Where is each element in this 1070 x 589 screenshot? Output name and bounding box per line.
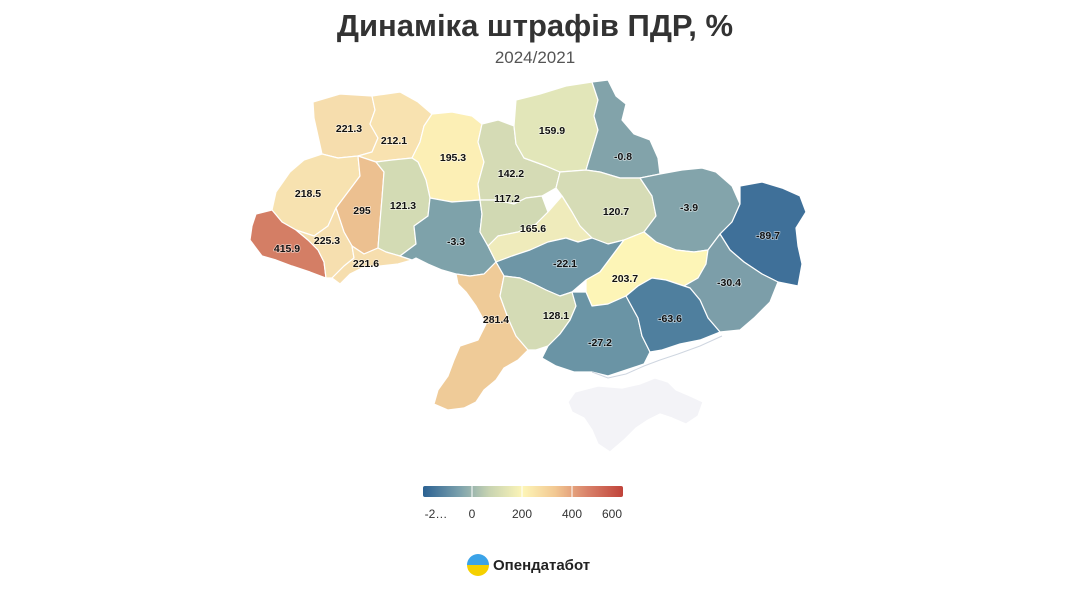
label-kyiv: 142.2 [498,168,524,180]
opendatabot-logo-icon [467,554,489,576]
label-kherson: -27.2 [588,337,612,349]
label-zakarpattia: 415.9 [274,243,300,255]
legend-tick: 200 [512,507,532,521]
legend-tick: 0 [469,507,476,521]
label-odesa: 281.4 [483,314,509,326]
legend-tick: 600 [602,507,622,521]
brand-footer: Опендатабот [467,554,590,576]
label-vinnytsia: -3.3 [447,236,465,248]
region-donetsk[interactable] [683,233,779,333]
region-crimea[interactable] [567,377,704,453]
label-kharkiv: -3.9 [680,202,698,214]
label-zhytomyr: 195.3 [440,152,466,164]
label-chernivtsi: 221.6 [353,258,379,270]
region-sumy[interactable] [585,79,661,179]
region-luhansk[interactable] [719,181,807,287]
label-ivano-frankivsk: 225.3 [314,235,340,247]
region-zaporizhzhia-south[interactable] [625,277,721,353]
label-khmelnytskyi: 121.3 [390,200,416,212]
label-luhansk: -89.7 [756,230,780,242]
label-chernihiv: 159.9 [539,125,565,137]
label-zaporizhzhia: 203.7 [612,273,638,285]
label-zaporizhzhia-south: -63.6 [658,313,682,325]
label-poltava: 120.7 [603,206,629,218]
coastline [591,335,723,379]
legend-bar [423,486,623,497]
label-ternopil: 295 [353,205,371,217]
label-sumy: -0.8 [614,151,632,163]
label-donetsk: -30.4 [717,277,741,289]
label-lviv: 218.5 [295,188,321,200]
label-cherkasy: 117.2 [494,193,520,205]
brand-name: Опендатабот [493,556,591,574]
page-subtitle: 2024/2021 [494,48,576,67]
label-rivne: 212.1 [381,135,407,147]
label-dnipropetrovsk: -22.1 [553,258,577,270]
region-kherson[interactable] [541,291,651,377]
legend-tick: -2… [425,507,448,521]
legend-tick: 400 [562,507,582,521]
page-title: Динаміка штрафів ПДР, % [336,8,734,43]
label-kirovohrad: 165.6 [520,223,546,235]
label-volyn: 221.3 [336,123,362,135]
label-mykolaiv: 128.1 [543,310,569,322]
region-chernivtsi[interactable] [331,245,413,285]
